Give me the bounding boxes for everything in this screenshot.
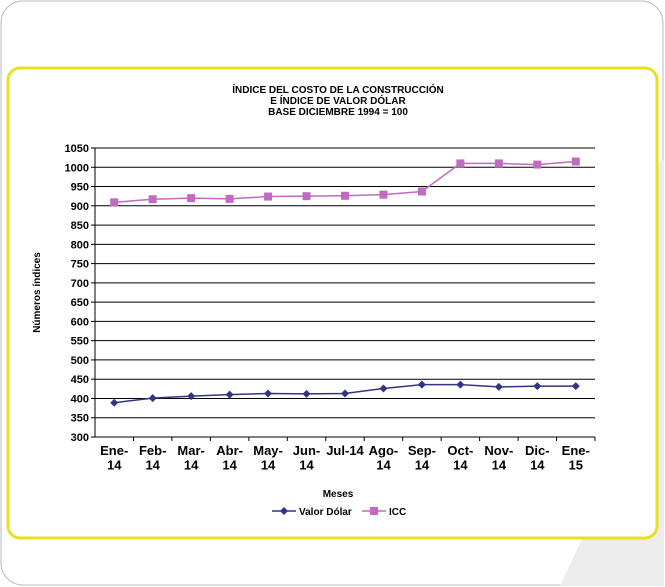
point (379, 190, 388, 199)
y-tick-label: 1050 (65, 143, 89, 155)
point (533, 382, 542, 391)
y-tick-label: 450 (71, 374, 89, 386)
point (341, 191, 349, 200)
x-tick-label: Abr-14 (216, 443, 243, 472)
y-tick-label: 950 (71, 182, 89, 194)
point (456, 380, 465, 389)
chart-title: E ÍNDICE DE VALOR DÓLAR (270, 94, 406, 107)
point (417, 380, 426, 389)
x-tick-label: May-14 (253, 443, 283, 472)
legend-marker (280, 507, 288, 515)
x-tick-label: Sep-14 (408, 443, 436, 472)
legend-label: ICC (389, 507, 406, 518)
point (341, 389, 349, 398)
x-tick-label: Ene-14 (100, 443, 128, 472)
point (571, 382, 580, 391)
point (264, 389, 273, 398)
point (379, 384, 388, 393)
x-axis-label: Meses (323, 489, 354, 500)
point (148, 394, 157, 403)
x-tick-label: Jun-14 (293, 443, 320, 472)
y-tick-label: 800 (71, 239, 89, 251)
y-tick-label: 500 (71, 355, 89, 367)
x-tick-label: Mar-14 (177, 443, 204, 472)
x-tick-label: Jul-14 (326, 443, 364, 458)
chart-box (6, 66, 659, 540)
point (148, 195, 157, 204)
y-tick-label: 900 (71, 201, 89, 213)
point (187, 194, 196, 203)
point (456, 159, 465, 168)
x-tick-label: Nov-14 (484, 443, 513, 472)
point (302, 192, 311, 201)
legend-label: Valor Dólar (299, 507, 352, 518)
point (225, 194, 234, 203)
y-tick-label: 850 (71, 220, 89, 232)
point (533, 160, 542, 169)
point (302, 389, 311, 398)
chart-title: BASE DICIEMBRE 1994 = 100 (268, 107, 408, 118)
y-tick-label: 550 (71, 336, 89, 348)
x-tick-label: Oct-14 (447, 443, 473, 472)
point (110, 398, 119, 407)
y-tick-label: 700 (71, 278, 89, 290)
point (494, 159, 503, 168)
x-tick-label: Feb-14 (139, 443, 166, 472)
y-tick-label: 750 (71, 259, 89, 271)
y-tick-label: 300 (71, 432, 89, 444)
chart-title: ÍNDICE DEL COSTO DE LA CONSTRUCCIÓN (232, 83, 444, 96)
point (110, 198, 119, 207)
y-tick-label: 600 (71, 316, 89, 328)
point (264, 192, 273, 201)
point (494, 382, 503, 391)
y-tick-label: 650 (71, 297, 89, 309)
point (225, 390, 234, 399)
point (187, 392, 196, 401)
point (571, 157, 580, 166)
y-tick-label: 400 (71, 393, 89, 405)
x-tick-label: Dic-14 (525, 443, 550, 472)
x-tick-label: Ene-15 (562, 443, 590, 472)
legend-marker (370, 507, 378, 515)
y-tick-label: 350 (71, 413, 89, 425)
y-tick-label: 1000 (65, 162, 89, 174)
x-tick-label: Ago-14 (369, 443, 399, 472)
point (417, 187, 426, 196)
y-axis-label: Números índices (32, 252, 43, 333)
